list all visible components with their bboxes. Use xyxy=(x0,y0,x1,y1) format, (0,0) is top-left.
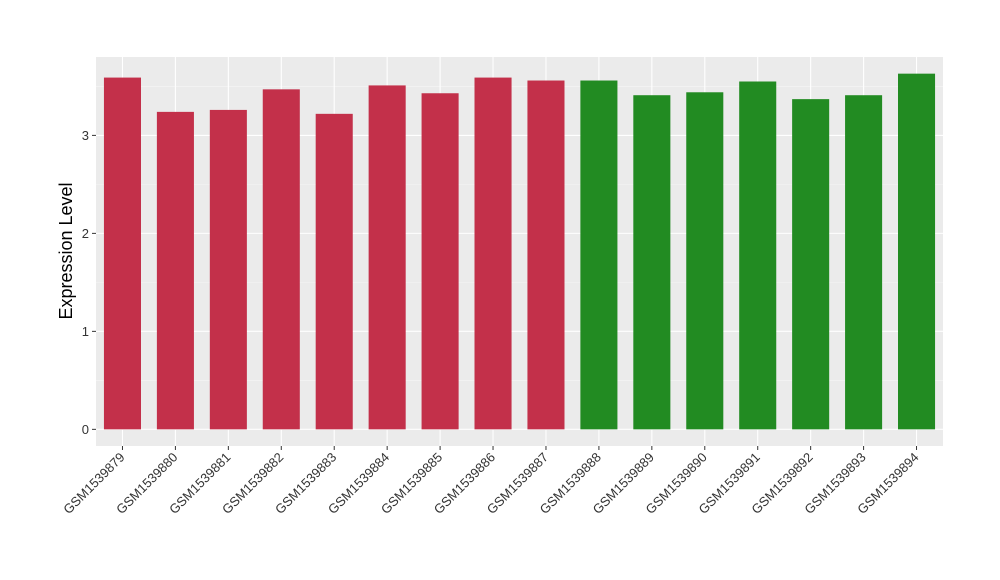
bar-GSM1539889 xyxy=(633,95,671,430)
x-axis: GSM1539879GSM1539880GSM1539881GSM1539882… xyxy=(60,446,922,517)
bars xyxy=(103,73,936,430)
bar-GSM1539882 xyxy=(262,89,300,430)
y-axis-title: Expression Level xyxy=(56,182,76,319)
bar-GSM1539879 xyxy=(103,77,141,430)
y-axis: 0 1 2 3 xyxy=(82,128,96,437)
bar-GSM1539894 xyxy=(898,73,936,430)
bar-GSM1539892 xyxy=(792,99,830,430)
bar-GSM1539893 xyxy=(845,95,883,430)
bar-GSM1539891 xyxy=(739,81,777,430)
bar-GSM1539880 xyxy=(156,111,194,430)
bar-GSM1539885 xyxy=(421,93,459,430)
bar-GSM1539884 xyxy=(368,85,406,430)
bar-GSM1539890 xyxy=(686,92,724,430)
y-tick-label: 0 xyxy=(82,422,89,437)
bar-GSM1539883 xyxy=(315,113,353,430)
y-tick-label: 2 xyxy=(82,226,89,241)
bar-GSM1539881 xyxy=(209,109,247,430)
bar-GSM1539888 xyxy=(580,80,618,430)
y-tick-label: 3 xyxy=(82,128,89,143)
bar-GSM1539886 xyxy=(474,77,512,430)
bar-GSM1539887 xyxy=(527,80,565,430)
y-tick-label: 1 xyxy=(82,324,89,339)
